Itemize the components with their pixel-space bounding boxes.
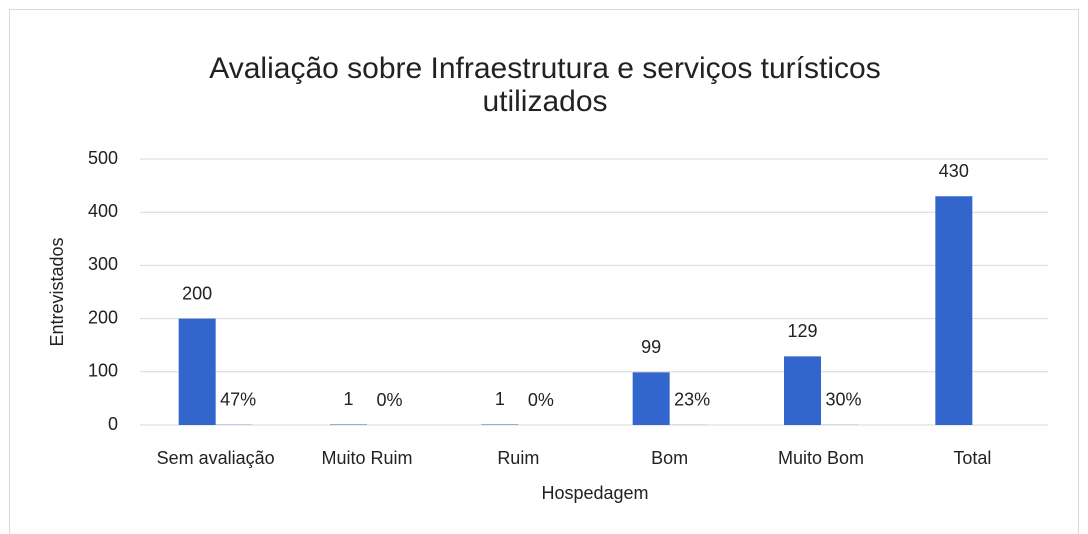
x-tick-label: Bom [651, 448, 688, 468]
x-tick-label: Sem avaliação [157, 448, 275, 468]
data-label: 129 [787, 321, 817, 341]
x-tick-label: Muito Bom [778, 448, 864, 468]
x-tick-label: Total [953, 448, 991, 468]
x-tick-label: Ruim [497, 448, 539, 468]
data-label: 30% [825, 390, 861, 410]
data-label: 430 [939, 161, 969, 181]
bar [935, 196, 973, 425]
x-tick-label: Muito Ruim [321, 448, 412, 468]
y-tick-label: 0 [108, 414, 118, 434]
y-tick-label: 500 [88, 148, 118, 168]
data-label: 0% [528, 390, 554, 410]
data-label: 99 [641, 337, 661, 357]
y-axis-title: Entrevistados [47, 237, 67, 346]
bar [784, 356, 821, 425]
y-tick-label: 100 [88, 361, 118, 381]
chart-border [9, 9, 1079, 534]
y-tick-label: 400 [88, 201, 118, 221]
y-tick-label: 200 [88, 307, 118, 327]
data-label: 200 [182, 283, 212, 303]
data-label: 1 [343, 389, 353, 409]
bar [632, 372, 670, 425]
data-label: 47% [220, 389, 256, 409]
data-label: 0% [376, 390, 402, 410]
data-label: 23% [674, 390, 710, 410]
chart-title: Avaliação sobre Infraestrutura e serviço… [209, 52, 881, 118]
y-tick-label: 300 [88, 254, 118, 274]
bar [481, 424, 519, 425]
x-axis-title: Hospedagem [541, 483, 648, 503]
data-label: 1 [495, 389, 505, 409]
bar [178, 318, 216, 425]
bar [330, 424, 367, 425]
